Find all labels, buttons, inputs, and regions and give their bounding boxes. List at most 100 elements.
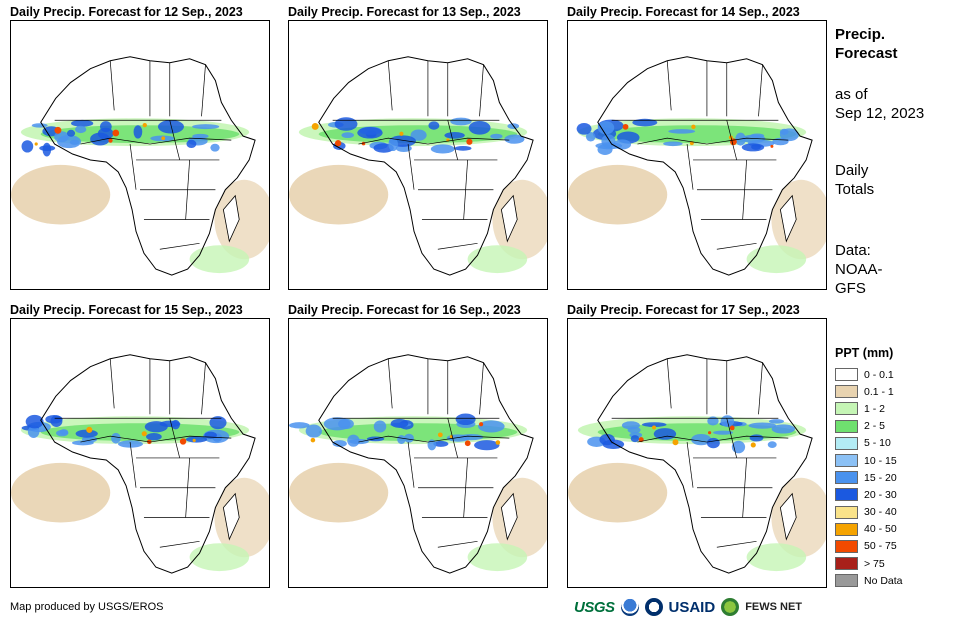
rain-cell (404, 433, 414, 443)
country-border (479, 362, 484, 415)
heavy-rain-cell (622, 123, 629, 130)
forecast-panel-sep-13: Daily Precip. Forecast for 13 Sep., 2023 (288, 4, 548, 290)
country-border (201, 362, 206, 415)
madagascar-outline (500, 492, 518, 541)
rain-cell (767, 441, 777, 449)
legend-label: 1 - 2 (864, 402, 886, 415)
legend-swatch (835, 557, 858, 571)
map-canvas (11, 56, 269, 276)
heavy-rain-cell (464, 440, 471, 447)
dry-ocean-region (11, 164, 111, 225)
sidebar-data-source: Data: NOAA- GFS (835, 241, 883, 298)
rain-cell (289, 422, 310, 429)
madagascar-outline (779, 194, 797, 243)
heavy-rain-cell (708, 431, 712, 435)
legend-label: 30 - 40 (864, 506, 897, 519)
country-border (666, 358, 672, 409)
rain-cell (66, 129, 76, 137)
country-border (159, 242, 200, 250)
heavy-rain-cell (181, 438, 187, 443)
country-border (169, 418, 181, 459)
legend-item: 40 - 50 (835, 521, 903, 538)
rain-cell (731, 440, 746, 454)
legend-label: 0 - 0.1 (864, 368, 894, 381)
rain-southeast (467, 543, 528, 572)
map-credit: Map produced by USGS/EROS (10, 601, 164, 613)
country-border (358, 137, 510, 145)
rain-southeast (189, 543, 250, 572)
heavy-rain-cell (54, 126, 62, 134)
legend-swatch (835, 471, 858, 485)
forecast-panel-sep-12: Daily Precip. Forecast for 12 Sep., 2023 (10, 4, 270, 290)
country-border (447, 418, 459, 459)
country-border (726, 418, 738, 459)
heavy-rain-cell (495, 440, 501, 445)
precip-legend: 0 - 0.1 0.1 - 1 1 - 2 2 - 5 5 - 10 10 - 15 15 … (835, 366, 903, 589)
rain-cell (27, 425, 40, 439)
rain-cell (100, 121, 112, 133)
rain-cell (21, 140, 34, 153)
usaid-seal-icon (644, 598, 663, 616)
heavy-rain-cell (108, 138, 113, 143)
country-border (479, 64, 484, 117)
rain-cell (748, 422, 777, 429)
rain-cell (388, 137, 398, 152)
asof-line-2: Sep 12, 2023 (835, 105, 925, 122)
rain-cell (341, 132, 354, 139)
country-border (686, 144, 694, 190)
heading-line-2: Forecast (835, 45, 898, 62)
country-border (387, 60, 393, 111)
rain-cell (332, 440, 347, 448)
madagascar-outline (222, 194, 240, 243)
rain-cell (334, 117, 358, 131)
rain-cell (663, 141, 683, 147)
africa-coastline (318, 354, 534, 574)
heading-line-1: Precip. (835, 26, 886, 43)
rain-cell (45, 414, 63, 424)
heavy-rain-cell (334, 140, 342, 147)
totals-line-2: Totals (835, 181, 875, 198)
rain-cell (111, 432, 121, 444)
africa-map (567, 20, 827, 290)
panel-title: Daily Precip. Forecast for 15 Sep., 2023 (10, 303, 243, 317)
country-border (666, 60, 672, 111)
rain-cell (349, 438, 369, 445)
country-border (185, 159, 190, 220)
forecast-panel-sep-15: Daily Precip. Forecast for 15 Sep., 2023 (10, 302, 270, 588)
rain-southeast (467, 245, 528, 274)
country-border (201, 64, 206, 117)
legend-label: 0.1 - 1 (864, 385, 894, 398)
rain-cell (478, 420, 505, 433)
country-border (742, 159, 747, 220)
heavy-rain-cell (311, 122, 319, 130)
country-border (185, 457, 190, 518)
asof-line-1: as of (835, 86, 868, 103)
rain-cell (741, 143, 765, 152)
noaa-logo-icon (620, 598, 639, 616)
partner-logos: USGS USAID FEWS NET (574, 594, 834, 620)
heavy-rain-cell (161, 136, 166, 141)
rain-southeast (746, 543, 807, 572)
rain-cell (185, 436, 208, 443)
heavy-rain-cell (34, 142, 38, 146)
country-border (463, 457, 468, 518)
madagascar-outline (779, 492, 797, 541)
dry-ocean-region (568, 164, 668, 225)
rain-cell (25, 414, 44, 429)
legend-item: 5 - 10 (835, 435, 903, 452)
panel-title: Daily Precip. Forecast for 13 Sep., 2023 (288, 5, 521, 19)
country-border (463, 159, 468, 220)
heavy-rain-cell (479, 422, 484, 427)
country-border (387, 358, 393, 409)
africa-map (288, 318, 548, 588)
africa-landmass (597, 354, 813, 574)
africa-coastline (597, 354, 813, 574)
rain-cell (713, 430, 734, 435)
country-border (716, 540, 757, 548)
rain-cell (42, 142, 52, 157)
rain-cell (433, 440, 449, 447)
rain-cell (771, 424, 796, 434)
rain-cell (69, 139, 80, 145)
country-border (407, 144, 415, 190)
country-border (447, 120, 459, 161)
